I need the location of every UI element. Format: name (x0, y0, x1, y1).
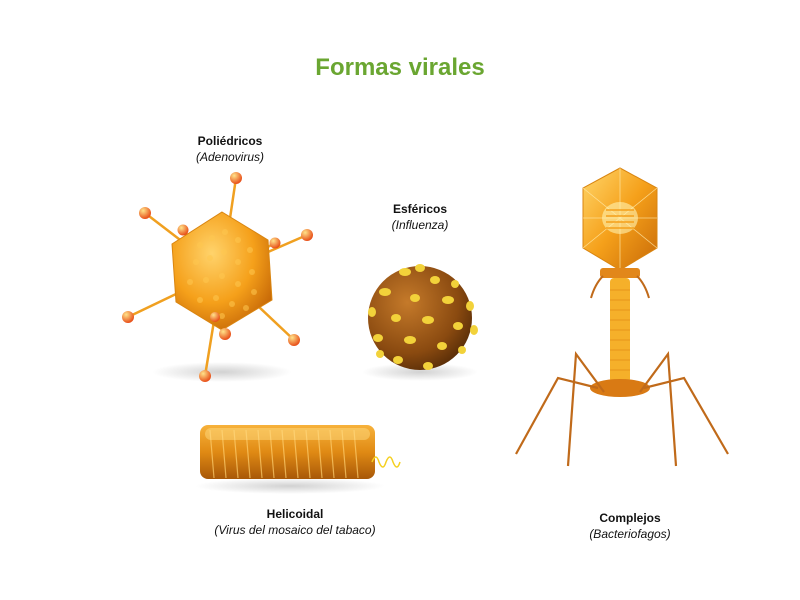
influenza-illustration (362, 264, 478, 381)
virus-example: (Virus del mosaico del tabaco) (214, 523, 376, 537)
virus-name: Esféricos (392, 202, 448, 216)
virus-name: Helicoidal (266, 507, 324, 521)
label-spherical: Esféricos (Influenza) (340, 201, 500, 233)
label-helical: Helicoidal (Virus del mosaico del tabaco… (170, 506, 420, 538)
bacteriophage-illustration (515, 167, 729, 467)
virus-example: (Adenovirus) (195, 150, 265, 164)
tmv-illustration (195, 425, 401, 494)
diagram-title: Formas virales (315, 54, 485, 81)
label-polyhedral: Poliédricos (Adenovirus) (150, 133, 310, 165)
virus-name: Poliédricos (197, 134, 263, 148)
virus-example: (Influenza) (391, 218, 449, 232)
virus-name: Complejos (599, 511, 661, 525)
adenovirus-illustration (122, 172, 313, 382)
virus-example: (Bacteriofagos) (589, 527, 671, 541)
label-complex: Complejos (Bacteriofagos) (540, 510, 720, 542)
